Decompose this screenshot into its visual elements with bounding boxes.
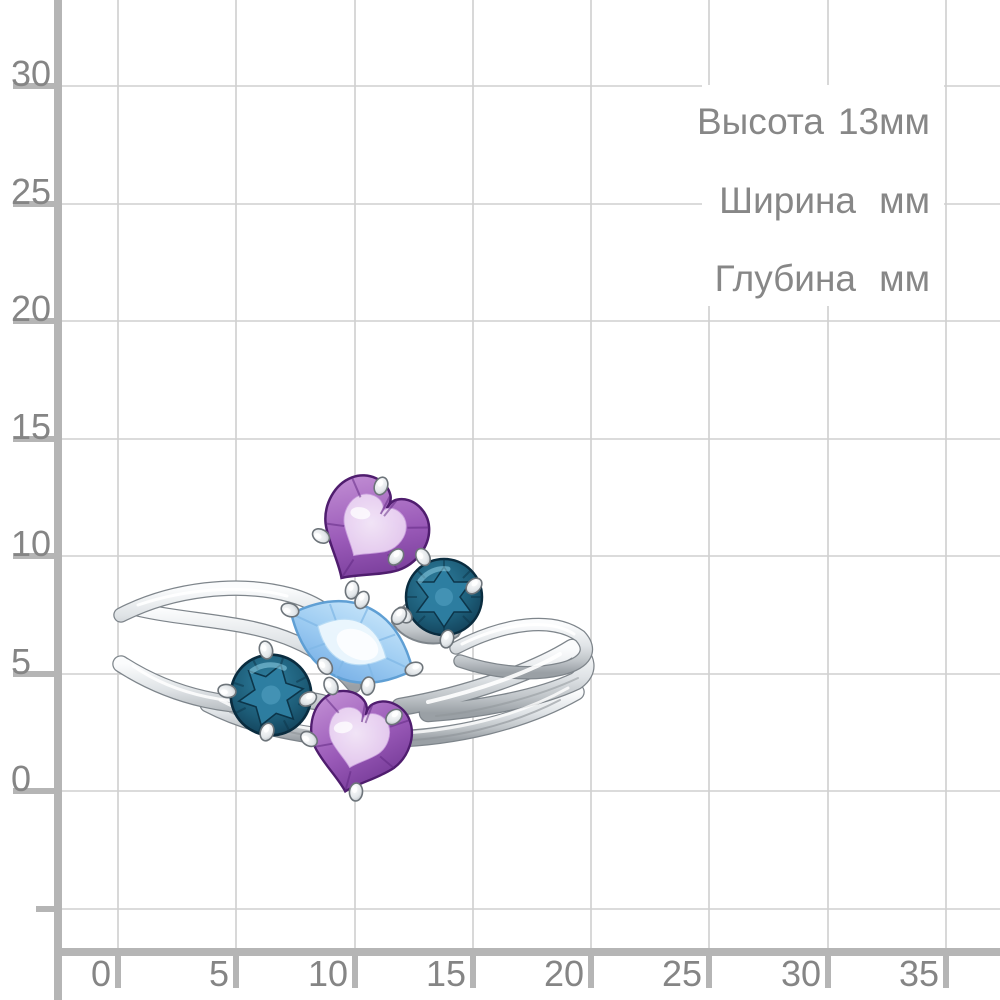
- x-axis-label: 0: [91, 953, 111, 994]
- axes: [13, 0, 1000, 1000]
- depth-label: Глубина: [715, 258, 857, 299]
- y-axis-labels: 30 25 20 15 10 5 0: [11, 53, 51, 799]
- panel-background: [702, 85, 944, 306]
- x-axis-ticks: [115, 956, 949, 988]
- grid-vertical-lines: [117, 0, 947, 949]
- y-axis-label: 5: [11, 641, 31, 682]
- x-axis-label: 30: [781, 953, 821, 994]
- y-axis-label: 15: [11, 406, 51, 447]
- y-axis-ticks: [13, 83, 54, 912]
- x-axis-label: 10: [308, 953, 348, 994]
- x-axis-label: 20: [544, 953, 584, 994]
- height-label: Высота: [697, 101, 824, 142]
- x-axis-labels: 0 5 10 15 20 25 30 35: [91, 953, 939, 994]
- y-axis-label: 30: [11, 53, 51, 94]
- y-axis-label: 10: [11, 523, 51, 564]
- x-axis-label: 15: [426, 953, 466, 994]
- x-axis-label: 25: [662, 953, 702, 994]
- y-axis-label: 25: [11, 171, 51, 212]
- depth-value: мм: [879, 258, 930, 299]
- x-axis-label: 5: [209, 953, 229, 994]
- measurement-panel: Высота 13мм Ширина мм Глубина мм: [697, 85, 944, 306]
- height-value: 13мм: [838, 101, 930, 142]
- x-axis-label: 35: [899, 953, 939, 994]
- y-axis-label: 0: [11, 758, 31, 799]
- ring-photo: [112, 461, 595, 806]
- measurement-grid: [60, 0, 1000, 949]
- width-label: Ширина: [719, 180, 856, 221]
- y-axis-label: 20: [11, 288, 51, 329]
- width-value: мм: [879, 180, 930, 221]
- stone-london-topaz-right: [406, 559, 482, 635]
